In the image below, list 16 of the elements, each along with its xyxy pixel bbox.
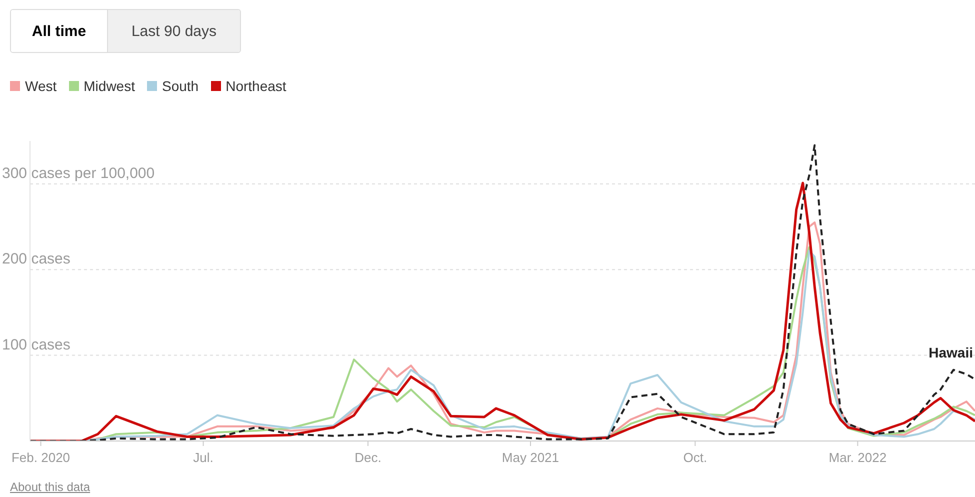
legend-label: Midwest (84, 78, 135, 94)
legend-label: South (162, 78, 199, 94)
y-tick-label: 100 cases (2, 336, 70, 354)
legend-label: West (25, 78, 57, 94)
y-tick-label: 300 cases per 100,000 (2, 164, 155, 182)
x-tick-label: Feb. 2020 (11, 450, 70, 465)
x-tick-label: Dec. (354, 450, 382, 465)
x-tick-label: May 2021 (502, 450, 560, 465)
view-toggle: All time Last 90 days (10, 9, 241, 53)
series-label: Hawaii (928, 344, 973, 360)
text: About this data (10, 480, 90, 494)
x-tick-label: Oct. (683, 450, 708, 465)
x-tick-label: Mar. 2022 (828, 450, 887, 465)
y-tick-label: 200 cases (2, 250, 70, 268)
x-tick-label: Jul. (193, 450, 214, 465)
legend-label: Northeast (226, 78, 286, 94)
